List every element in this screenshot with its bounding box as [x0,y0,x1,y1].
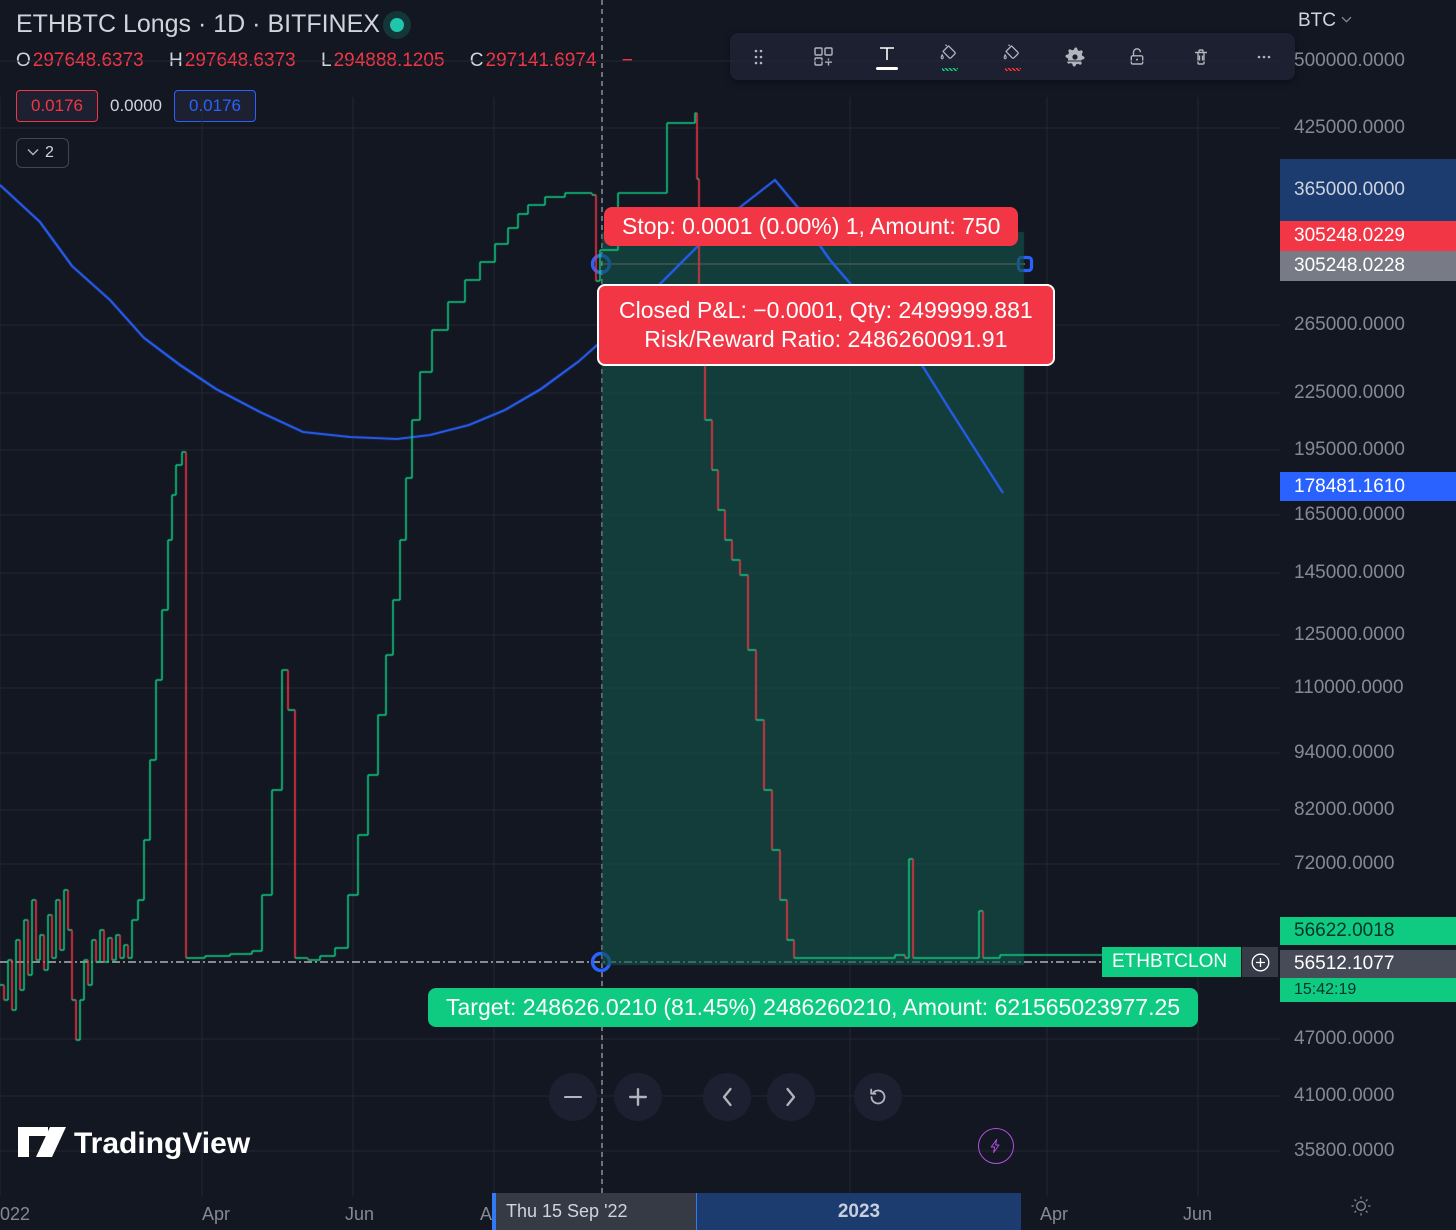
svg-text:TradingView: TradingView [74,1127,251,1160]
